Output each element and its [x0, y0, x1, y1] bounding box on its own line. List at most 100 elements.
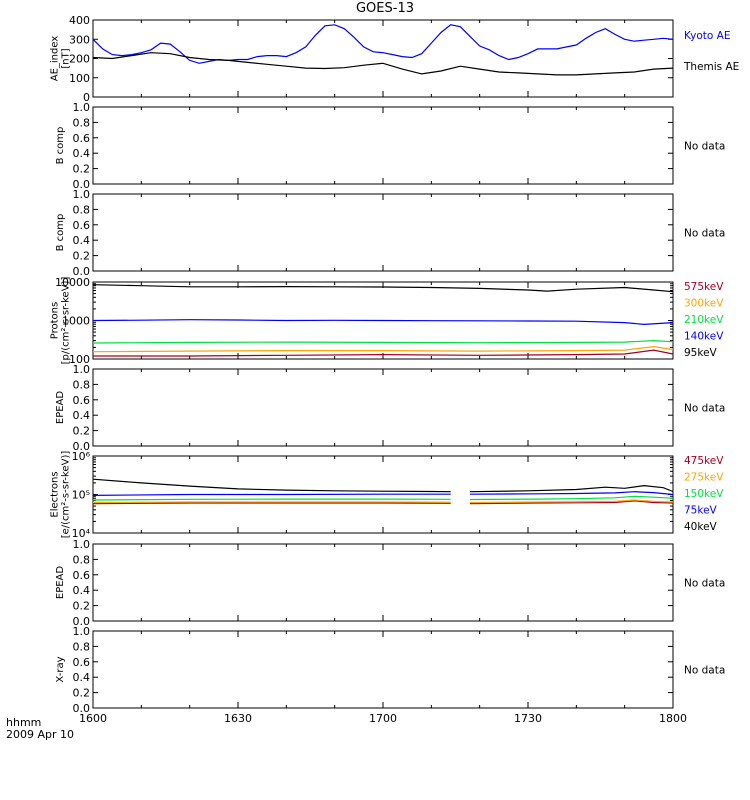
- no-data-note: No data: [684, 141, 725, 153]
- panel-6: 10⁴ 10⁵ 10⁶ Electrons [e/(cm²-s-sr-keV)] 475k…: [50, 450, 725, 540]
- x-tick-label: 1630: [224, 712, 252, 725]
- legend-entry: 75keV: [684, 505, 718, 517]
- y-tick-label: 0.6: [73, 394, 91, 407]
- series-line-140kev: [92, 319, 674, 326]
- y-axis-label: Electrons: [50, 471, 61, 517]
- y-tick-label: 10000: [55, 276, 90, 289]
- y-tick-label: 10⁶: [72, 450, 91, 463]
- legend-entry: 300keV: [684, 298, 724, 310]
- y-tick-label: 1.0: [73, 538, 91, 551]
- y-tick-label: 0.8: [73, 378, 91, 391]
- x-tick-label: 1700: [369, 712, 397, 725]
- series-line-575kev: [93, 349, 674, 357]
- panel-frame: [92, 630, 674, 709]
- y-tick-label: 1.0: [73, 101, 91, 114]
- panel-4: 100 1000 10000 Protons [p/(cm²-s-sr-keV)] 575…: [50, 276, 725, 366]
- panel-2: 0.0 0.2 0.4 0.6 0.8 1.0 B comp No data: [55, 101, 725, 191]
- panel-frame: [92, 543, 674, 622]
- x-tick-label: 1600: [79, 712, 107, 725]
- x-axis-date: 2009 Apr 10: [6, 728, 75, 741]
- y-tick-label: 10⁴: [72, 527, 91, 540]
- y-tick-label: 0.8: [73, 116, 91, 129]
- legend-entry: 95keV: [684, 347, 718, 359]
- y-tick-label: 0.8: [73, 640, 91, 653]
- y-axis-label: B comp: [55, 127, 66, 165]
- legend-entry: 140keV: [684, 331, 724, 343]
- y-tick-label: 1.0: [73, 363, 91, 376]
- series-line-300kev: [92, 345, 674, 353]
- y-tick-label: 0.0: [73, 615, 91, 628]
- y-tick-label: 0.0: [73, 702, 91, 715]
- y-tick-label: 1000: [62, 315, 90, 328]
- x-tick-label: 1730: [514, 712, 542, 725]
- y-tick-label: 0.2: [73, 425, 91, 438]
- panel-1: 0 100 200 300 400 AE_index [nT] Kyoto AE Themis …: [50, 14, 740, 104]
- y-tick-label: 1.0: [73, 625, 91, 638]
- y-tick-label: 200: [69, 53, 90, 66]
- y-tick-label: 0.2: [73, 250, 91, 263]
- legend-entry: 40keV: [684, 521, 718, 533]
- legend-entry: 575keV: [684, 281, 724, 293]
- y-tick-label: 0.8: [73, 203, 91, 216]
- panel-3: 0.0 0.2 0.4 0.6 0.8 1.0 B comp No data: [55, 188, 725, 278]
- y-tick-label: 0.6: [73, 656, 91, 669]
- y-tick-label: 1.0: [73, 188, 91, 201]
- series-line-75kev: [92, 491, 674, 496]
- legend-entry: 475keV: [684, 455, 724, 467]
- y-tick-label: 0.6: [73, 569, 91, 582]
- y-tick-label: 0.2: [73, 687, 91, 700]
- y-axis-label: B comp: [55, 214, 66, 252]
- panel-8: 0.0 0.2 0.4 0.6 0.8 1.0 X-ray No data: [55, 625, 725, 715]
- panel-frame: [92, 106, 674, 185]
- y-tick-label: 0.4: [73, 584, 91, 597]
- y-axis-label: [e/(cm²-s-sr-keV)]: [61, 451, 72, 539]
- y-axis-label: EPEAD: [55, 391, 66, 425]
- y-tick-label: 0.2: [73, 163, 91, 176]
- y-tick-label: 0.0: [73, 178, 91, 191]
- y-axis-label: AE_index: [50, 36, 61, 82]
- y-tick-label: 0.2: [73, 600, 91, 613]
- y-tick-label: 0.0: [73, 265, 91, 278]
- legend-entry: Themis AE: [683, 61, 739, 73]
- series-line-themis-ae: [92, 52, 674, 76]
- panel-7: 0.0 0.2 0.4 0.6 0.8 1.0 EPEAD No data: [55, 538, 725, 628]
- series-line-95kev: [92, 284, 674, 293]
- x-axis: 1600 1630 1700 1730 1800: [79, 712, 687, 725]
- legend-entry: 275keV: [684, 472, 724, 484]
- legend-entry: Kyoto AE: [684, 30, 730, 42]
- panel-frame: [92, 19, 674, 98]
- panel-frame: [92, 368, 674, 447]
- y-tick-label: 0.0: [73, 440, 91, 453]
- y-axis-label: [p/(cm²-s-sr-keV)]: [61, 277, 72, 365]
- y-tick-label: 100: [69, 72, 90, 85]
- panels: 0 100 200 300 400 AE_index [nT] Kyoto AE Themis …: [50, 14, 740, 715]
- y-axis-label: [nT]: [61, 48, 72, 68]
- legend-entry: 150keV: [684, 488, 724, 500]
- series-line-210kev: [92, 339, 674, 344]
- y-tick-label: 0: [83, 91, 90, 104]
- legend-entry: 210keV: [684, 314, 724, 326]
- no-data-note: No data: [684, 578, 725, 590]
- y-tick-label: 100: [69, 353, 90, 366]
- y-tick-label: 0.4: [73, 147, 91, 160]
- panel-frame: [92, 193, 674, 272]
- y-tick-label: 0.4: [73, 234, 91, 247]
- y-tick-label: 400: [69, 14, 90, 27]
- series-line-475kev: [92, 500, 674, 505]
- series-line-150kev: [92, 495, 674, 501]
- y-tick-label: 0.6: [73, 132, 91, 145]
- y-tick-label: 0.6: [73, 219, 91, 232]
- x-axis-label: hhmm: [6, 716, 42, 729]
- chart-title: GOES-13: [356, 1, 414, 16]
- y-tick-label: 300: [69, 33, 90, 46]
- y-tick-label: 10⁵: [72, 489, 90, 502]
- y-axis-label: Protons: [50, 302, 61, 339]
- y-tick-label: 0.4: [73, 409, 91, 422]
- no-data-note: No data: [684, 228, 725, 240]
- y-axis-label: EPEAD: [55, 566, 66, 600]
- y-axis-label: X-ray: [55, 656, 66, 682]
- panel-5: 0.0 0.2 0.4 0.6 0.8 1.0 EPEAD No data: [55, 363, 725, 453]
- series-line-40kev: [92, 478, 674, 493]
- y-tick-label: 0.4: [73, 671, 91, 684]
- y-tick-label: 0.8: [73, 553, 91, 566]
